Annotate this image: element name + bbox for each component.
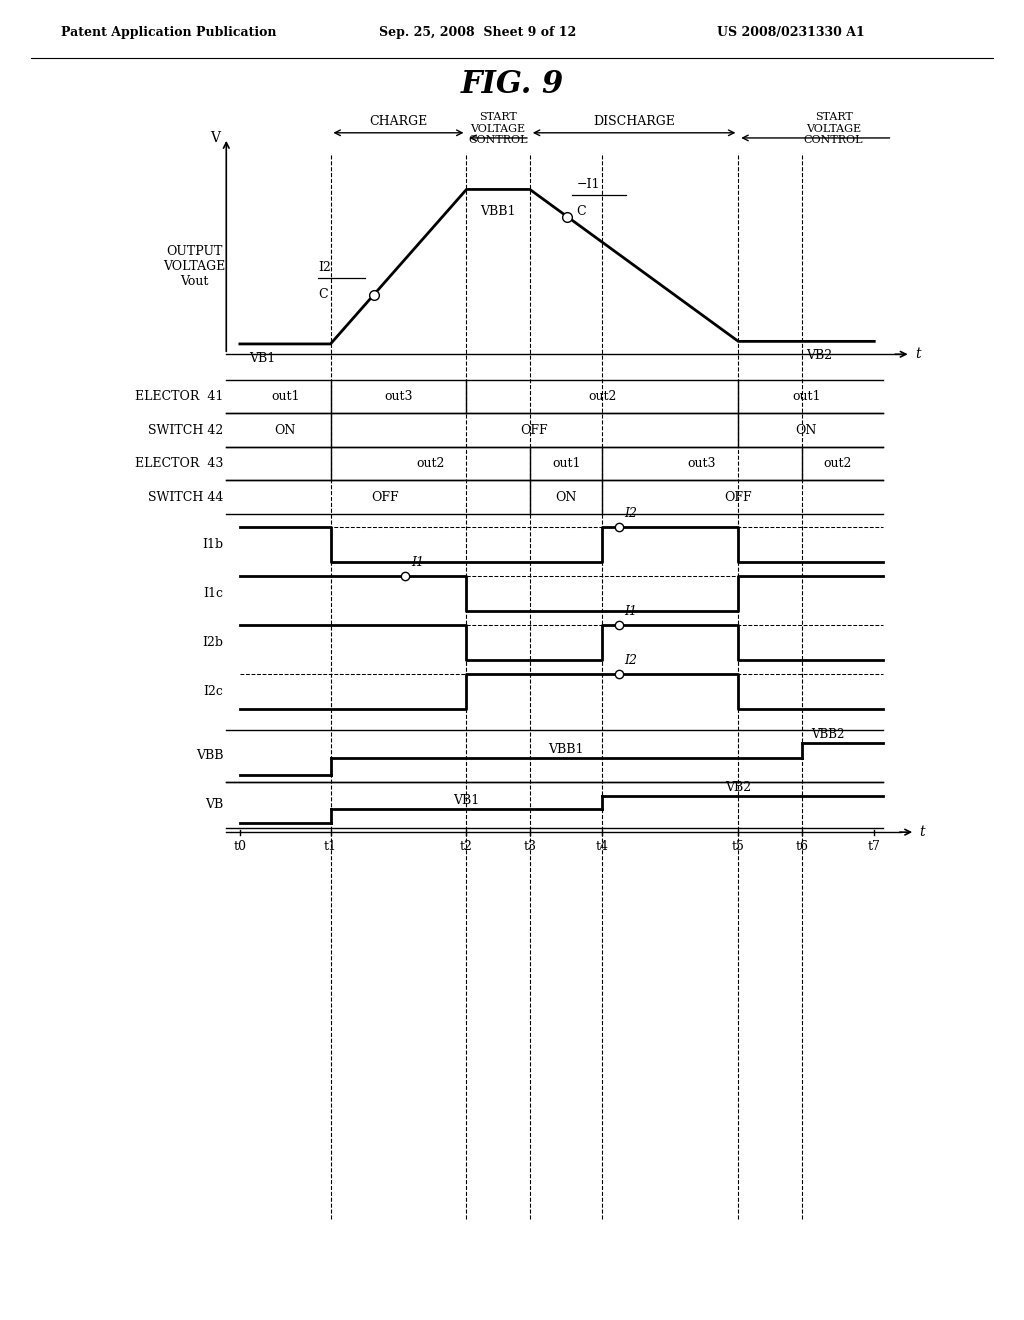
Text: Patent Application Publication: Patent Application Publication bbox=[61, 26, 276, 40]
Text: I2: I2 bbox=[625, 507, 637, 520]
Text: −I1: −I1 bbox=[577, 178, 600, 191]
Text: OFF: OFF bbox=[520, 424, 548, 437]
Text: START
VOLTAGE
CONTROL: START VOLTAGE CONTROL bbox=[804, 112, 863, 145]
Text: out3: out3 bbox=[688, 457, 717, 470]
Text: VB1: VB1 bbox=[454, 795, 479, 808]
Text: ON: ON bbox=[555, 491, 577, 504]
Text: Sep. 25, 2008  Sheet 9 of 12: Sep. 25, 2008 Sheet 9 of 12 bbox=[379, 26, 577, 40]
Text: I2: I2 bbox=[317, 261, 331, 275]
Text: C: C bbox=[577, 206, 586, 219]
Text: OFF: OFF bbox=[725, 491, 753, 504]
Text: I1c: I1c bbox=[204, 587, 223, 601]
Text: VBB1: VBB1 bbox=[480, 205, 516, 218]
Text: ELECTOR  43: ELECTOR 43 bbox=[135, 457, 223, 470]
Text: FIG. 9: FIG. 9 bbox=[461, 69, 563, 99]
Text: SWITCH 42: SWITCH 42 bbox=[148, 424, 223, 437]
Text: CHARGE: CHARGE bbox=[370, 115, 428, 128]
Text: DISCHARGE: DISCHARGE bbox=[593, 115, 675, 128]
Text: OUTPUT
VOLTAGE
Vout: OUTPUT VOLTAGE Vout bbox=[164, 246, 225, 288]
Text: I2b: I2b bbox=[203, 636, 223, 649]
Text: VBB: VBB bbox=[196, 750, 223, 763]
Text: out1: out1 bbox=[271, 391, 299, 403]
Text: t0: t0 bbox=[233, 840, 247, 853]
Text: out1: out1 bbox=[552, 457, 581, 470]
Text: t6: t6 bbox=[796, 840, 808, 853]
Text: t7: t7 bbox=[868, 840, 881, 853]
Text: out2: out2 bbox=[824, 457, 852, 470]
Text: out2: out2 bbox=[416, 457, 444, 470]
Text: START
VOLTAGE
CONTROL: START VOLTAGE CONTROL bbox=[468, 112, 528, 145]
Text: US 2008/0231330 A1: US 2008/0231330 A1 bbox=[717, 26, 864, 40]
Text: I2c: I2c bbox=[204, 685, 223, 698]
Text: VB: VB bbox=[205, 799, 223, 812]
Text: ON: ON bbox=[796, 424, 817, 437]
Text: I1: I1 bbox=[625, 606, 637, 618]
Text: V: V bbox=[210, 131, 220, 145]
Text: I1: I1 bbox=[411, 557, 424, 569]
Text: SWITCH 44: SWITCH 44 bbox=[148, 491, 223, 504]
Text: I1b: I1b bbox=[203, 539, 223, 552]
Text: t3: t3 bbox=[523, 840, 537, 853]
Text: VB1: VB1 bbox=[249, 351, 275, 364]
Text: I2: I2 bbox=[625, 655, 637, 667]
Text: t4: t4 bbox=[596, 840, 609, 853]
Text: out3: out3 bbox=[384, 391, 413, 403]
Text: OFF: OFF bbox=[371, 491, 398, 504]
Text: t1: t1 bbox=[324, 840, 337, 853]
Text: VB2: VB2 bbox=[725, 781, 752, 795]
Text: ELECTOR  41: ELECTOR 41 bbox=[135, 391, 223, 403]
Text: VBB2: VBB2 bbox=[811, 729, 844, 741]
Text: t2: t2 bbox=[460, 840, 473, 853]
Text: VBB1: VBB1 bbox=[549, 743, 584, 756]
Text: out2: out2 bbox=[588, 391, 616, 403]
Text: out1: out1 bbox=[792, 391, 820, 403]
Text: t: t bbox=[920, 825, 926, 840]
Text: t5: t5 bbox=[732, 840, 744, 853]
Text: C: C bbox=[317, 288, 328, 301]
Text: ON: ON bbox=[274, 424, 296, 437]
Text: t: t bbox=[915, 347, 921, 362]
Text: VB2: VB2 bbox=[806, 348, 833, 362]
